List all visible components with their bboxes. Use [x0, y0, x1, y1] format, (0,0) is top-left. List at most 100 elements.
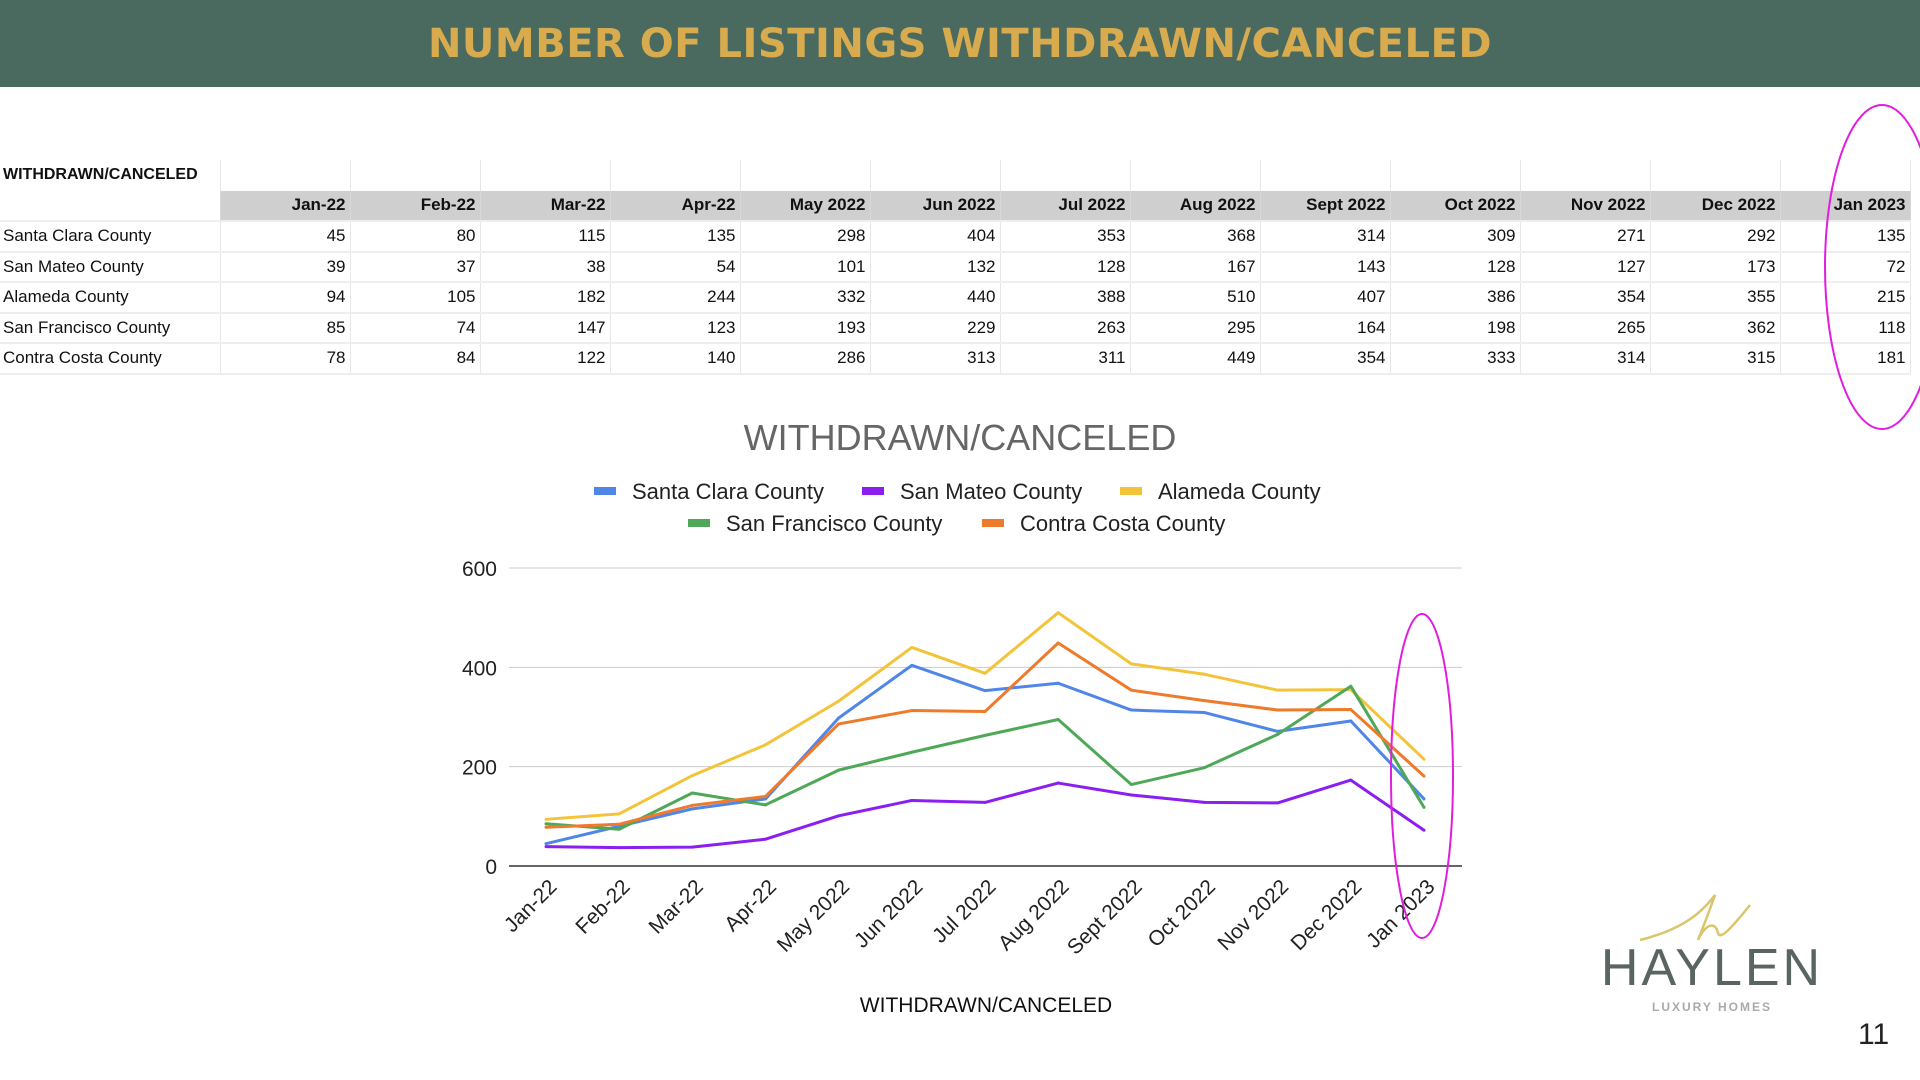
- table-cell: 295: [1130, 312, 1261, 344]
- table-cell: 181: [1780, 343, 1911, 375]
- data-point: [983, 710, 987, 714]
- y-tick-label: 0: [485, 856, 497, 879]
- column-header: Aug 2022: [1130, 190, 1261, 222]
- row-label: Santa Clara County: [0, 221, 221, 253]
- table-cell: 265: [1520, 312, 1651, 344]
- legend-swatch: [982, 519, 1004, 527]
- table-cell: 449: [1130, 343, 1261, 375]
- table-cell: 135: [1780, 221, 1911, 253]
- data-point: [1129, 688, 1133, 692]
- table-cell: 74: [350, 312, 481, 344]
- table-cell: 362: [1650, 312, 1781, 344]
- data-point: [1056, 717, 1060, 721]
- table-cell: 84: [350, 343, 481, 375]
- chart-highlight-ellipse: [1390, 613, 1454, 939]
- table-cell: 314: [1260, 221, 1391, 253]
- column-header: Jan 2023: [1780, 190, 1911, 222]
- table-cell: 78: [220, 343, 351, 375]
- table-cell: 128: [1000, 251, 1131, 283]
- table-cell: 140: [610, 343, 741, 375]
- table-cell: 135: [610, 221, 741, 253]
- column-header: Apr-22: [610, 190, 741, 222]
- data-point: [1203, 699, 1206, 703]
- data-point: [837, 768, 841, 772]
- legend-label: Alameda County: [1158, 479, 1321, 504]
- column-header: Dec 2022: [1650, 190, 1781, 222]
- table-cell: 45: [220, 221, 351, 253]
- row-label: Contra Costa County: [0, 343, 221, 375]
- table-cell: 54: [610, 251, 741, 283]
- logo-name: HAYLEN: [1601, 939, 1823, 997]
- table-cell: 173: [1650, 251, 1781, 283]
- data-point: [690, 774, 694, 778]
- table-cell: 128: [1390, 251, 1521, 283]
- line-chart: WITHDRAWN/CANCELED Santa Clara County San …: [462, 417, 1462, 1017]
- data-point: [544, 842, 548, 846]
- data-point: [1203, 711, 1206, 715]
- data-point: [1422, 774, 1426, 778]
- data-point: [910, 663, 914, 667]
- table-cell: 115: [480, 221, 611, 253]
- data-point: [1422, 797, 1426, 801]
- data-point: [1349, 719, 1353, 723]
- data-point: [544, 845, 548, 849]
- row-label: Alameda County: [0, 282, 221, 314]
- data-point: [690, 807, 694, 811]
- table-row: San Francisco County 85 74 147 123 193 229 263 2…: [0, 312, 1911, 344]
- table-cell: 309: [1390, 221, 1521, 253]
- data-point: [1422, 828, 1426, 832]
- data-point: [1129, 783, 1133, 787]
- data-point: [983, 733, 987, 737]
- table-cell: 164: [1260, 312, 1391, 344]
- data-point: [1056, 641, 1060, 645]
- table-cell: 354: [1260, 343, 1391, 375]
- data-point: [690, 803, 694, 807]
- column-header: Jul 2022: [1000, 190, 1131, 222]
- table-row: San Mateo County 39 37 38 54 101 132 128 167 143 1…: [0, 251, 1911, 283]
- table-cell: 132: [870, 251, 1001, 283]
- table-cell: 311: [1000, 343, 1131, 375]
- legend-label: Contra Costa County: [1020, 511, 1225, 536]
- haylen-logo: HAYLEN LUXURY HOMES: [1601, 894, 1823, 1014]
- logo-tagline: LUXURY HOMES: [1652, 1000, 1772, 1014]
- page-title: NUMBER OF LISTINGS WITHDRAWN/CANCELED: [427, 20, 1493, 67]
- logo-script-h: [1639, 894, 1751, 942]
- legend-swatch: [688, 519, 710, 527]
- y-tick-label: 200: [462, 757, 497, 780]
- data-point: [1203, 766, 1206, 770]
- column-header: Nov 2022: [1520, 190, 1651, 222]
- table-cell: 333: [1390, 343, 1521, 375]
- table-cell: 39: [220, 251, 351, 283]
- table-cell: 229: [870, 312, 1001, 344]
- data-point: [690, 791, 694, 795]
- table-row: Santa Clara County 45 80 115 135 298 404 353 368…: [0, 221, 1911, 253]
- header-bar: NUMBER OF LISTINGS WITHDRAWN/CANCELED: [0, 0, 1920, 87]
- legend-swatch: [1120, 487, 1142, 495]
- data-point: [764, 837, 767, 841]
- data-point: [690, 845, 694, 849]
- table-cell: 123: [610, 312, 741, 344]
- data-point: [1203, 800, 1206, 804]
- data-point: [617, 846, 621, 850]
- data-point: [983, 671, 987, 675]
- data-point: [1349, 708, 1353, 712]
- column-header: Mar-22: [480, 190, 611, 222]
- y-tick-label: 400: [462, 657, 497, 680]
- data-point: [910, 645, 914, 649]
- table-cell: 440: [870, 282, 1001, 314]
- data-point: [1203, 672, 1206, 676]
- data-point: [764, 794, 767, 798]
- data-point: [837, 716, 841, 720]
- table-cell: 314: [1520, 343, 1651, 375]
- data-point: [1129, 793, 1133, 797]
- column-header: Jan-22: [220, 190, 351, 222]
- table-cell: 94: [220, 282, 351, 314]
- data-point: [983, 689, 987, 693]
- table-cell: 407: [1260, 282, 1391, 314]
- table-cell: 143: [1260, 251, 1391, 283]
- table-cell: 147: [480, 312, 611, 344]
- data-point: [617, 812, 621, 816]
- table-header-row: Jan-22 Feb-22 Mar-22 Apr-22 May 2022 Jun 2022…: [0, 190, 1911, 222]
- data-point: [544, 822, 548, 826]
